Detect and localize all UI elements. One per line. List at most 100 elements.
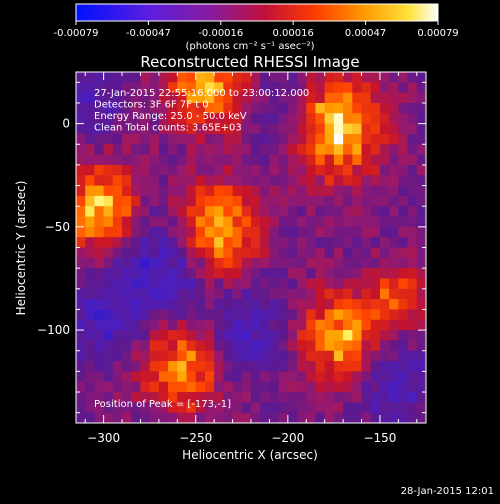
- heatmap-cell: [278, 340, 289, 352]
- heatmap-cell: [112, 154, 123, 166]
- heatmap-cell: [232, 133, 243, 145]
- heatmap-cell: [122, 299, 132, 311]
- heatmap-cell: [103, 371, 114, 383]
- heatmap-cell: [352, 247, 363, 259]
- heatmap-cell: [76, 247, 86, 259]
- heatmap-cell: [76, 288, 86, 300]
- heatmap-cell: [251, 299, 261, 311]
- heatmap-cell: [278, 268, 289, 280]
- heatmap-cell: [251, 330, 261, 342]
- heatmap-cell: [333, 226, 344, 238]
- heatmap-cell: [195, 309, 206, 321]
- heatmap-cell: [260, 206, 271, 218]
- heatmap-cell: [324, 113, 335, 125]
- heatmap-cell: [343, 381, 353, 393]
- heatmap-cell: [251, 113, 261, 125]
- heatmap-cell: [352, 133, 363, 145]
- heatmap-cell: [122, 268, 132, 280]
- heatmap-cell: [269, 412, 280, 423]
- heatmap-cell: [214, 237, 224, 249]
- heatmap-cell: [223, 72, 234, 83]
- heatmap-cell: [232, 113, 243, 125]
- heatmap-cell: [241, 257, 252, 269]
- heatmap-cell: [112, 330, 123, 342]
- heatmap-cell: [186, 154, 197, 166]
- heatmap-cell: [186, 82, 197, 94]
- heatmap-cell: [149, 185, 160, 197]
- heatmap-cell: [389, 288, 399, 300]
- heatmap-cell: [315, 392, 326, 403]
- heatmap-cell: [177, 340, 188, 352]
- heatmap-cell: [260, 237, 271, 249]
- heatmap-cell: [260, 164, 271, 176]
- heatmap-cell: [269, 123, 280, 135]
- heatmap-cell: [260, 309, 271, 321]
- heatmap-cell: [315, 268, 326, 280]
- heatmap-cell: [177, 185, 188, 197]
- heatmap-cell: [389, 133, 399, 145]
- heatmap-cell: [389, 72, 399, 83]
- heatmap-cell: [195, 257, 206, 269]
- heatmap-cell: [361, 123, 372, 135]
- heatmap-cell: [251, 82, 261, 94]
- heatmap-cell: [186, 402, 197, 414]
- heatmap-cell: [103, 268, 114, 280]
- heatmap-cell: [204, 330, 215, 342]
- heatmap-cell: [306, 226, 317, 238]
- heatmap-cell: [389, 402, 399, 414]
- heatmap-cell: [315, 195, 326, 207]
- heatmap-cell: [158, 133, 169, 145]
- heatmap-cell: [389, 206, 399, 218]
- heatmap-cell: [94, 257, 105, 269]
- heatmap-cell: [112, 309, 123, 321]
- heatmap-cell: [122, 206, 132, 218]
- heatmap-cell: [76, 299, 86, 311]
- heatmap-cell: [186, 412, 197, 423]
- heatmap-cell: [352, 206, 363, 218]
- heatmap-cell: [214, 154, 224, 166]
- heatmap-cell: [361, 340, 372, 352]
- heatmap-cell: [352, 92, 363, 104]
- heatmap-cell: [85, 237, 96, 249]
- heatmap-cell: [140, 319, 151, 331]
- heatmap-cell: [241, 92, 252, 104]
- heatmap-cell: [195, 185, 206, 197]
- heatmap-cell: [315, 412, 326, 423]
- heatmap-cell: [177, 123, 188, 135]
- heatmap-cell: [195, 268, 206, 280]
- heatmap-cell: [149, 237, 160, 249]
- heatmap-cell: [177, 113, 188, 125]
- heatmap-cell: [379, 412, 390, 423]
- heatmap-cell: [398, 123, 409, 135]
- heatmap-cell: [158, 102, 169, 114]
- y-tick-label: −50: [45, 220, 70, 234]
- heatmap-cell: [177, 402, 188, 414]
- heatmap-cell: [177, 309, 188, 321]
- heatmap-cell: [324, 361, 335, 372]
- heatmap-cell: [269, 340, 280, 352]
- heatmap-cell: [315, 309, 326, 321]
- heatmap-cell: [398, 412, 409, 423]
- heatmap-cell: [269, 278, 280, 290]
- heatmap-cell: [112, 113, 123, 125]
- heatmap-cell: [131, 185, 142, 197]
- heatmap-cell: [287, 113, 298, 125]
- heatmap-cell: [278, 330, 289, 342]
- heatmap-cell: [85, 412, 96, 423]
- heatmap-cell: [251, 237, 261, 249]
- heatmap-cell: [223, 226, 234, 238]
- heatmap-cell: [287, 392, 298, 403]
- heatmap-cell: [177, 330, 188, 342]
- heatmap-cell: [158, 412, 169, 423]
- heatmap-cell: [287, 412, 298, 423]
- heatmap-cell: [352, 257, 363, 269]
- heatmap-cell: [269, 268, 280, 280]
- heatmap-cell: [352, 371, 363, 383]
- heatmap-cell: [168, 371, 178, 383]
- heatmap-cell: [177, 350, 188, 362]
- heatmap-cell: [223, 381, 234, 393]
- heatmap-cell: [416, 288, 426, 300]
- heatmap-cell: [241, 113, 252, 125]
- heatmap-cell: [343, 361, 353, 372]
